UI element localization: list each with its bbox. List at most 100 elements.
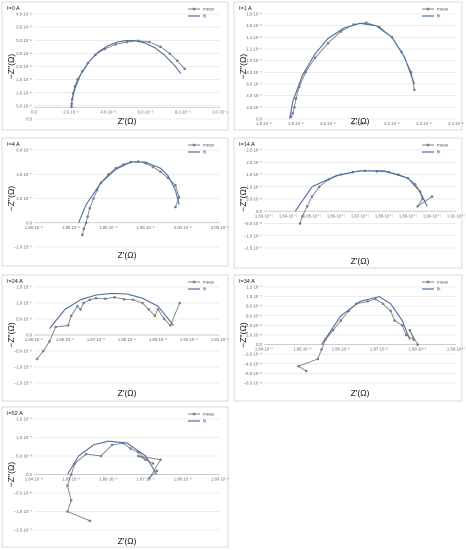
legend-meas-label: meas <box>437 143 449 148</box>
data-point <box>339 319 343 322</box>
series-line-fit <box>321 296 411 345</box>
x-tick-label: 8.0·10⁻⁵ <box>175 109 191 114</box>
y-tick-label: 1.5·10⁻⁷ <box>16 285 32 290</box>
y-tick-label: 4.0·10⁻⁷ <box>16 172 32 177</box>
legend-meas-marker <box>426 143 430 147</box>
x-axis-title: Z'(Ω) <box>118 388 137 398</box>
data-point <box>159 458 162 462</box>
y-tick-label: 1.0·10⁻⁷ <box>246 184 262 189</box>
y-tick-label: 8.0·10⁻⁸ <box>246 304 262 309</box>
data-point <box>162 317 166 321</box>
y-tick-label: 2.5·10⁻⁵ <box>16 51 32 56</box>
data-point <box>365 21 368 25</box>
x-tick-label: 1.88·10⁻⁵ <box>375 213 393 218</box>
series-line-fit <box>289 22 415 120</box>
data-point <box>136 454 140 458</box>
data-point <box>54 325 57 329</box>
data-point <box>416 343 419 346</box>
y-tick-label: −1.0·10⁻⁷ <box>244 233 263 238</box>
data-point <box>366 300 370 303</box>
series-line-fit <box>70 39 182 108</box>
y-tick-label: 1.8·10⁻⁶ <box>246 12 262 17</box>
y-tick-label: 3.0·10⁻⁵ <box>16 38 32 43</box>
data-point <box>147 308 150 311</box>
y-tick-label: −6.0·10⁻⁸ <box>244 371 263 376</box>
legend-meas-marker <box>426 7 430 11</box>
x-axis-title: Z'(Ω) <box>118 250 137 260</box>
series-line-fit <box>78 161 180 224</box>
x-tick-label: 1.87·10⁻⁵ <box>137 477 155 482</box>
y-axis-title: −Z''(Ω) <box>6 186 16 212</box>
condition-label: I=1 A <box>239 6 252 12</box>
x-tick-label: 1.91·10⁻⁵ <box>447 213 465 218</box>
x-tick-label: 1.89·10⁻⁵ <box>399 213 417 218</box>
x-tick-label: 1.86·10⁻⁵ <box>332 347 350 352</box>
data-point <box>48 340 51 343</box>
data-point <box>35 357 39 361</box>
data-point <box>113 295 116 299</box>
y-tick-label: 0.0 <box>26 472 32 477</box>
y-tick-label: 0.0 <box>256 117 262 122</box>
panel-frame <box>1 1 229 131</box>
x-axis-title: Z'(Ω) <box>351 116 370 126</box>
x-tick-label: 1.86·10⁻⁵ <box>99 477 117 482</box>
x-tick-label: 1.85·10⁻⁵ <box>62 477 80 482</box>
data-point <box>159 45 162 48</box>
data-point <box>294 97 298 100</box>
series-line-fit <box>294 170 428 212</box>
y-tick-label: −1.5·10⁻⁷ <box>14 381 33 386</box>
data-point <box>69 499 73 502</box>
y-tick-label: 2.0·10⁻⁷ <box>16 196 32 201</box>
y-axis-title: −Z''(Ω) <box>238 54 248 80</box>
x-tick-label: 0.0 <box>31 109 37 114</box>
y-tick-label: 1.0·10⁻⁷ <box>246 294 262 299</box>
data-point <box>297 364 300 368</box>
data-point <box>389 309 393 313</box>
condition-label: I=24 A <box>7 279 23 285</box>
y-tick-label: −4.0·10⁻⁸ <box>244 361 263 366</box>
panel-3: −1.5·10⁻⁷ −1.0·10⁻⁷ −5.0·10⁻⁸ 0.0 5.0·10⁻⁸ 1.… <box>233 137 465 269</box>
y-axis-title: −Z''(Ω) <box>6 322 16 348</box>
y-tick-label: 1.0·10⁻⁷ <box>16 435 32 440</box>
data-point <box>153 314 157 318</box>
y-tick-label: −1.5·10⁻⁷ <box>244 246 263 251</box>
data-point <box>88 206 92 210</box>
x-axis-title: Z'(Ω) <box>118 116 137 126</box>
x-tick-label: 2.3·10⁻⁵ <box>416 121 432 126</box>
data-point <box>104 297 107 301</box>
x-tick-label: 1.83·10⁻⁵ <box>255 213 273 218</box>
y-tick-label: 2.0·10⁻⁷ <box>246 160 262 165</box>
y-tick-label: 5.0·10⁻⁸ <box>16 317 32 322</box>
x-tick-label: 1.95·10⁻⁵ <box>137 225 155 230</box>
legend-meas-marker <box>192 7 196 11</box>
legend-meas-label: meas <box>203 280 215 285</box>
series-line-fit <box>49 292 174 329</box>
y-tick-label: 1.0·10⁻⁶ <box>246 58 262 63</box>
y-tick-label: −5.0·10⁻⁸ <box>14 349 33 354</box>
data-point <box>310 195 314 198</box>
x-tick-label: 1.84·10⁻⁵ <box>25 477 43 482</box>
data-point <box>301 214 304 218</box>
data-point <box>88 298 92 302</box>
y-tick-label: 1.2·10⁻⁷ <box>246 285 262 290</box>
legend-meas-marker <box>192 143 196 147</box>
x-tick-label: 2.2·10⁻⁵ <box>384 121 400 126</box>
data-point <box>178 301 181 305</box>
y-tick-label: −5.0·10⁻⁸ <box>244 221 263 226</box>
data-point <box>317 185 321 189</box>
x-tick-label: 1.86·10⁻⁵ <box>56 337 74 342</box>
data-point <box>122 297 126 301</box>
legend-meas-marker <box>426 280 430 284</box>
y-tick-label: 1.4·10⁻⁶ <box>246 35 262 40</box>
x-tick-label: 6.0·10⁻⁵ <box>138 109 154 114</box>
condition-label: I=4 A <box>7 142 20 148</box>
x-tick-label: 1.88·10⁻⁵ <box>174 477 192 482</box>
data-point <box>69 473 73 476</box>
y-tick-label: 2.0·10⁻⁸ <box>246 333 262 338</box>
data-point <box>404 333 408 337</box>
y-axis-title: −Z''(Ω) <box>6 462 16 488</box>
x-tick-label: 1.90·10⁻⁵ <box>180 337 198 342</box>
data-point <box>144 458 147 462</box>
legend-fit-label: fit <box>203 419 207 424</box>
condition-label: I=34 A <box>239 279 255 285</box>
